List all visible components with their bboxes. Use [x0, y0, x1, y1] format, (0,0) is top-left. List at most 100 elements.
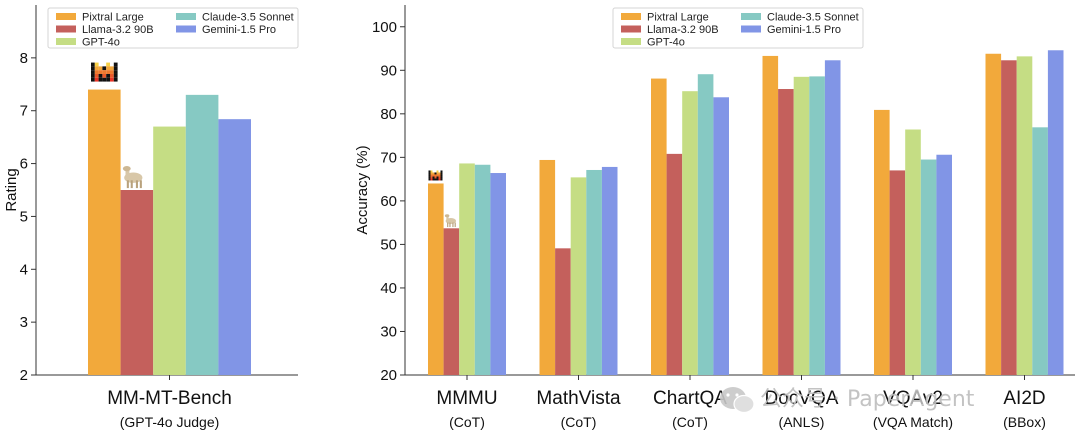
bar: [570, 177, 587, 375]
bar: [218, 119, 251, 376]
y-tick-label: 30: [380, 323, 397, 340]
y-tick-label: 60: [380, 193, 397, 210]
mistral-logo-icon: [91, 62, 118, 82]
bar: [889, 170, 906, 375]
legend-label: Gemini-1.5 Pro: [767, 24, 841, 36]
y-tick-label: 5: [20, 208, 28, 225]
x-tick-sublabel: (CoT): [561, 414, 597, 430]
bar: [936, 154, 952, 375]
legend-label: Gemini-1.5 Pro: [202, 24, 276, 36]
bar: [1047, 50, 1064, 375]
y-tick-label: 8: [20, 50, 28, 67]
wechat-icon: [720, 387, 755, 414]
watermark: 公众号 · PaperAgent: [720, 387, 975, 414]
legend-label: Pixtral Large: [647, 12, 709, 24]
x-tick-sublabel: (CoT): [449, 414, 485, 430]
legend-swatch: [621, 25, 641, 33]
x-tick-sublabel: (ANLS): [779, 414, 825, 430]
legend-label: Claude-3.5 Sonnet: [767, 12, 859, 24]
bar: [762, 55, 779, 375]
y-tick-label: 2: [20, 367, 28, 384]
bar: [666, 153, 683, 375]
x-tick-label: DocVQA: [765, 388, 839, 409]
x-tick-sublabel: (CoT): [672, 414, 708, 430]
bar: [586, 169, 602, 375]
bar: [601, 166, 618, 375]
legend-box: [612, 7, 864, 49]
x-tick-sublabel: (VQA Match): [873, 414, 953, 430]
legend-swatch: [176, 25, 196, 33]
llama-icon: [444, 214, 457, 228]
bar: [985, 53, 1002, 376]
bar: [555, 248, 571, 375]
y-tick-label: 90: [380, 62, 397, 79]
y-tick-label: 20: [380, 367, 397, 384]
bar: [920, 159, 937, 375]
bar: [682, 91, 698, 375]
bar: [1032, 127, 1048, 375]
chart-panel-1: 2 3 4 5 6 7 8 Rating MM-MT-Bench (GPT-4o Judge) Pi…: [3, 5, 299, 430]
bar: [474, 164, 491, 375]
legend-label: Claude-3.5 Sonnet: [202, 12, 294, 24]
legend-swatch: [56, 13, 76, 20]
bar: [1001, 60, 1017, 376]
bar: [874, 109, 890, 375]
legend-swatch: [621, 38, 641, 45]
y-tick-label: 4: [20, 261, 28, 278]
y-tick-label: 40: [380, 280, 397, 297]
bar: [1016, 56, 1033, 375]
x-tick-label: AI2D: [1003, 388, 1045, 409]
bar: [793, 76, 810, 375]
y-tick-label: 50: [380, 236, 397, 253]
x-tick-label: ChartQA: [653, 388, 727, 409]
bar: [539, 159, 556, 375]
x-tick-label: MathVista: [536, 388, 621, 409]
legend-swatch: [741, 25, 761, 33]
mistral-logo-icon: [428, 170, 443, 181]
bar: [905, 129, 921, 375]
y-tick-label: 70: [380, 149, 397, 166]
chart-panel-2: 20 30 40 50 60 70 80 90 100 Accuracy (%) MMMU (CoT)…: [354, 5, 1075, 430]
llama-icon: [122, 166, 143, 189]
bar: [459, 163, 475, 375]
bar: [713, 97, 729, 376]
bar: [120, 190, 154, 375]
y-axis-label: Accuracy (%): [354, 145, 371, 234]
y-tick-label: 7: [20, 103, 28, 120]
x-tick-label: MMMU: [436, 388, 497, 409]
bar: [443, 228, 460, 375]
legend-label: Llama-3.2 90B: [82, 24, 154, 36]
x-tick-sublabel: (BBox): [1003, 414, 1046, 430]
bar: [428, 183, 444, 375]
x-tick-sublabel: (GPT-4o Judge): [120, 414, 220, 430]
legend-swatch: [741, 13, 761, 20]
legend-label: Pixtral Large: [82, 12, 144, 24]
legend-swatch: [56, 38, 76, 45]
bar: [153, 126, 186, 375]
y-tick-label: 6: [20, 156, 28, 173]
legend-box: [47, 7, 299, 49]
bar: [88, 89, 121, 376]
bar: [824, 60, 841, 376]
y-tick-label: 3: [20, 314, 28, 331]
bar: [490, 173, 506, 375]
bar: [185, 94, 219, 375]
x-tick-label: MM-MT-Bench: [107, 388, 232, 409]
legend-label: GPT-4o: [82, 37, 120, 49]
watermark-text: 公众号 · PaperAgent: [760, 387, 975, 412]
legend-swatch: [56, 25, 76, 33]
bar: [809, 76, 825, 375]
legend-swatch: [176, 13, 196, 20]
bar: [778, 89, 794, 375]
x-tick-label: VQAv2: [883, 388, 943, 409]
bar: [697, 74, 714, 375]
y-tick-label: 100: [372, 19, 397, 36]
legend-swatch: [621, 13, 641, 20]
bar: [651, 78, 667, 376]
y-axis-label: Rating: [3, 168, 20, 211]
legend-label: Llama-3.2 90B: [647, 24, 719, 36]
